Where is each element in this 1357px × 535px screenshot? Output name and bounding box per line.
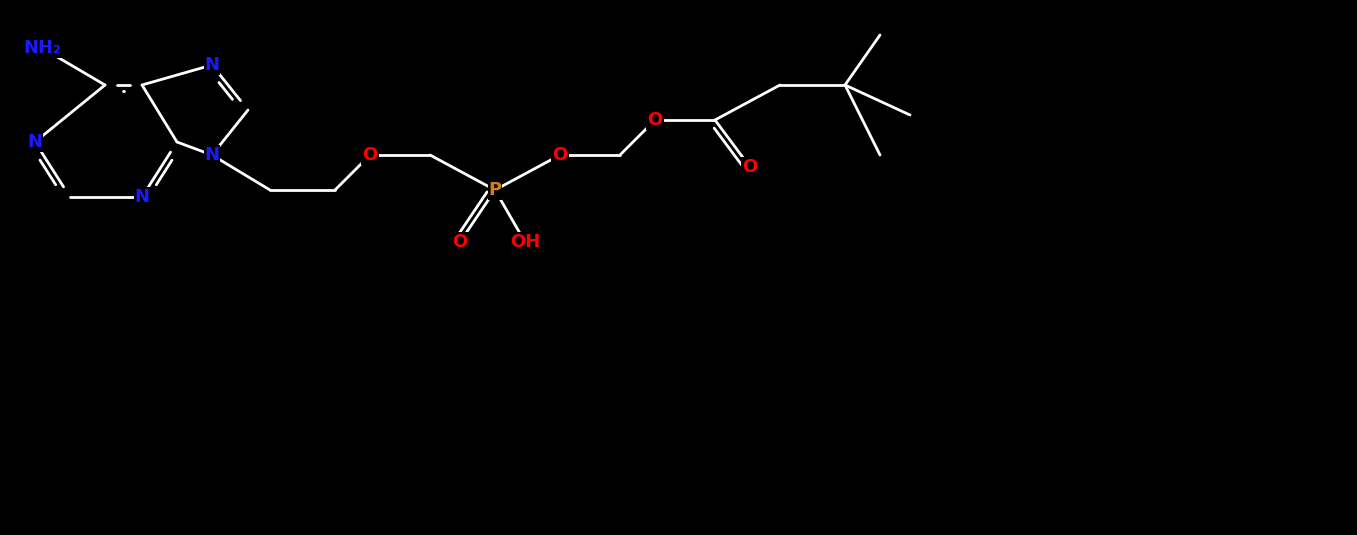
Text: P: P [489, 181, 502, 199]
Text: N: N [205, 56, 220, 74]
Text: N: N [205, 146, 220, 164]
Text: NH₂: NH₂ [23, 39, 61, 57]
Text: O: O [552, 146, 567, 164]
Text: O: O [452, 233, 468, 251]
Text: N: N [134, 188, 149, 206]
Text: O: O [647, 111, 662, 129]
Text: OH: OH [510, 233, 540, 251]
Text: O: O [742, 158, 757, 176]
Text: N: N [27, 133, 42, 151]
Text: O: O [362, 146, 377, 164]
